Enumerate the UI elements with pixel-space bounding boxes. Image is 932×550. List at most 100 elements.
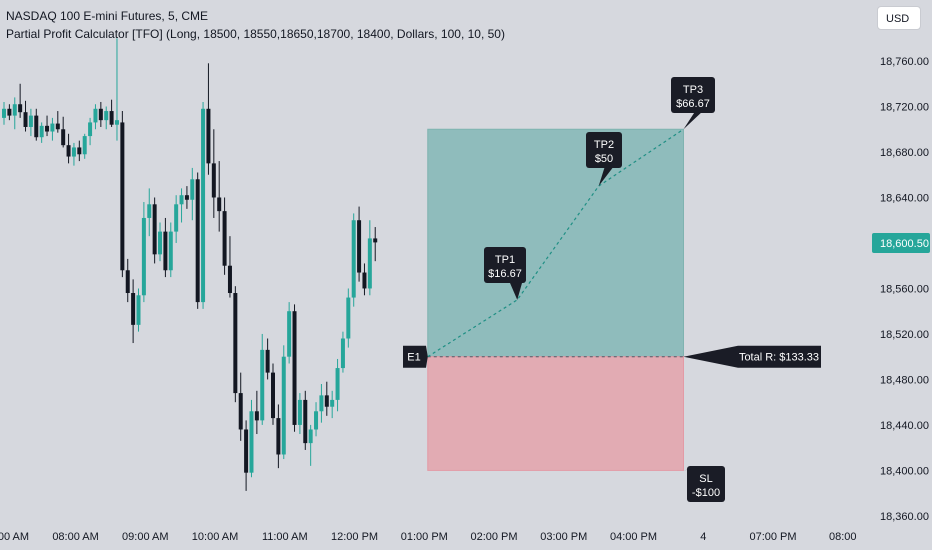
candle xyxy=(260,333,265,425)
candle-body xyxy=(168,231,173,271)
x-tick-label: 11:00 AM xyxy=(262,531,308,543)
candle xyxy=(34,108,39,141)
candle-body xyxy=(260,349,265,421)
candle-body xyxy=(147,204,152,218)
candle xyxy=(61,116,66,148)
tp3-label-bg xyxy=(671,77,715,113)
y-tick-label: 18,400.00 xyxy=(880,465,929,477)
y-axis: 18,360.00 18,400.00 18,440.00 18,480.00 18,5… xyxy=(872,56,930,523)
candle-body xyxy=(217,197,222,212)
position-zones xyxy=(427,128,685,471)
x-tick-label: 01:00 PM xyxy=(401,531,448,543)
candle xyxy=(158,222,163,262)
candle-body xyxy=(66,145,71,157)
candle xyxy=(346,288,351,348)
candle xyxy=(179,188,184,223)
candle xyxy=(77,140,82,162)
candle xyxy=(319,383,324,423)
candle xyxy=(163,217,168,278)
candle-body xyxy=(39,125,44,138)
candle xyxy=(93,104,98,130)
y-tick-label: 18,720.00 xyxy=(880,102,929,114)
candle-body xyxy=(308,429,313,444)
candle-body xyxy=(28,115,33,127)
candle xyxy=(249,399,254,478)
candle-body xyxy=(346,297,351,339)
candle xyxy=(7,104,12,121)
candle xyxy=(71,142,76,166)
candle-body xyxy=(23,112,28,127)
candle xyxy=(55,111,60,133)
candle-body xyxy=(152,204,157,255)
candle-body xyxy=(238,393,243,430)
candle-body xyxy=(222,211,227,266)
total-label-bg xyxy=(683,345,821,368)
candle-body xyxy=(276,418,281,455)
candle-body xyxy=(82,136,87,155)
candle-body xyxy=(233,293,238,394)
candle-body xyxy=(314,411,319,430)
candle-body xyxy=(211,163,216,198)
y-tick-label: 18,360.00 xyxy=(880,511,929,523)
candle-body xyxy=(254,411,259,421)
candle-body xyxy=(351,220,356,298)
candle-body xyxy=(158,231,163,255)
candle-body xyxy=(249,411,254,473)
candle xyxy=(276,404,281,469)
candlestick-series xyxy=(2,38,378,491)
loss-zone xyxy=(427,356,685,471)
candle xyxy=(227,236,232,298)
candle xyxy=(265,338,270,380)
candle xyxy=(238,372,243,441)
x-tick-label: 07:00 AM xyxy=(0,531,29,543)
candle xyxy=(211,129,216,218)
candle-body xyxy=(362,272,367,289)
candle-body xyxy=(201,108,206,303)
candle xyxy=(340,331,345,373)
total-label-text: Total R: $133.33 xyxy=(739,352,819,364)
candle-body xyxy=(136,295,141,325)
candle-body xyxy=(319,395,324,412)
candle xyxy=(120,111,125,278)
candle xyxy=(18,83,23,118)
tp3-label-text: TP3 xyxy=(683,84,703,96)
sl-label-text: SL xyxy=(699,473,712,485)
chart-title: NASDAQ 100 E-mini Futures, 5, CME xyxy=(6,9,209,23)
candle xyxy=(308,424,313,466)
candle xyxy=(174,195,179,243)
candle xyxy=(98,101,103,127)
candle-body xyxy=(227,265,232,294)
candle xyxy=(141,202,146,303)
candle xyxy=(131,279,136,344)
candle-body xyxy=(141,217,146,296)
candle-body xyxy=(340,338,345,369)
candle-body xyxy=(114,120,119,125)
candle xyxy=(28,108,33,137)
candle xyxy=(367,220,372,296)
indicator-subtitle[interactable]: Partial Profit Calculator [TFO] (Long, 1… xyxy=(6,27,505,41)
currency-button[interactable]: USD xyxy=(877,6,921,30)
candle xyxy=(39,122,44,143)
total-label: Total R: $133.33 xyxy=(683,345,821,368)
x-tick-label: 08:00 xyxy=(829,531,857,543)
candle-body xyxy=(2,108,6,118)
candle xyxy=(201,101,206,309)
candle xyxy=(125,258,130,303)
sl-label: SL -$100 xyxy=(683,466,725,502)
candle-body xyxy=(104,111,109,121)
x-tick-label: 12:00 PM xyxy=(331,531,378,543)
candle-body xyxy=(179,195,184,205)
candle xyxy=(109,99,114,127)
y-tick-label: 18,520.00 xyxy=(880,329,929,341)
candle-body xyxy=(330,399,335,407)
tp2-label-pointer xyxy=(598,166,614,187)
candle-body xyxy=(34,115,39,138)
tp2-label-text: $50 xyxy=(595,153,613,165)
x-tick-label: 07:00 PM xyxy=(749,531,796,543)
candle xyxy=(330,390,335,419)
candle xyxy=(362,263,367,296)
tp1-label-bg xyxy=(484,247,526,283)
candle-body xyxy=(77,147,82,155)
